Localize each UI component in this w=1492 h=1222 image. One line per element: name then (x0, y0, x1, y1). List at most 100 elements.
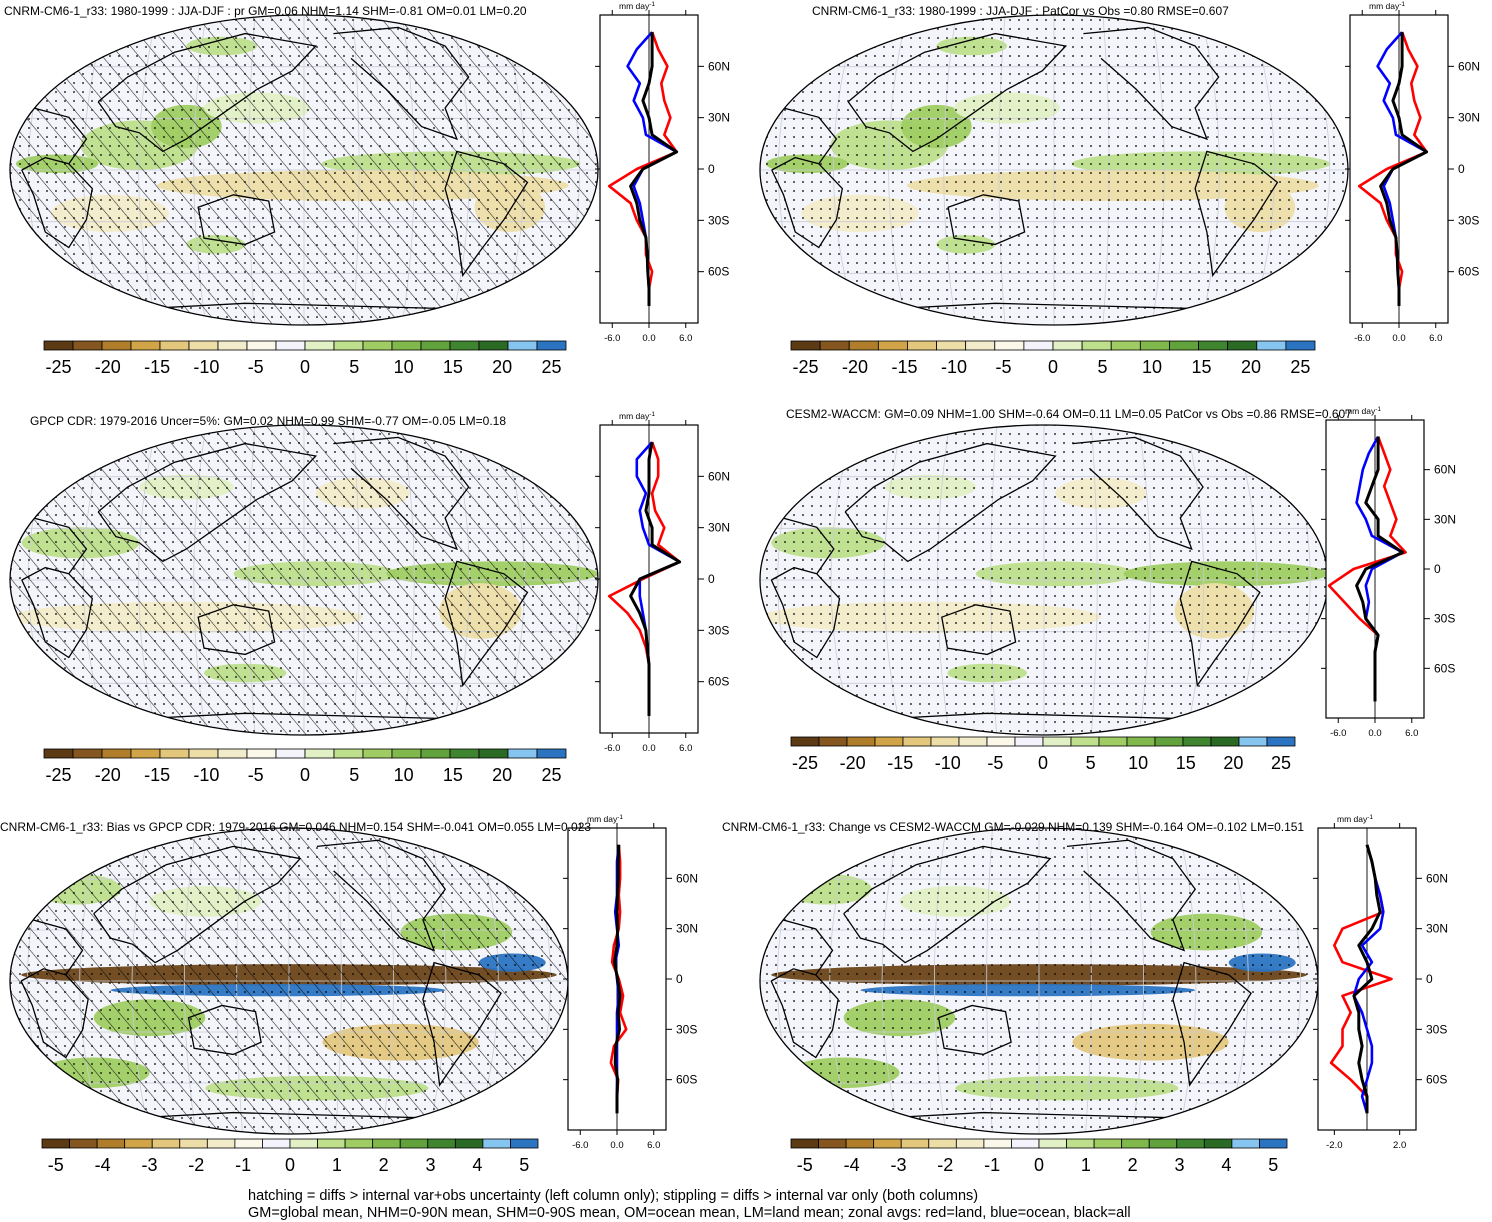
lat-tick-label: 60S (676, 1073, 697, 1087)
colorbar-swatch (536, 748, 567, 759)
colorbar-tick-label: 15 (443, 357, 463, 377)
map-field-4 (760, 425, 1328, 735)
colorbar-swatch (262, 1138, 291, 1149)
colorbar-swatch (101, 748, 132, 759)
panel-2: -6.0 0.0 6.0 60N 30N 0 30S 60S mm day-1 -25 -20 -15… (759, 1, 1480, 377)
colorbar-tick-label: -15 (887, 753, 913, 773)
colorbar-tick-label: 2 (379, 1155, 389, 1175)
colorbar-swatch (246, 340, 277, 351)
map-border (9, 424, 599, 736)
colorbar-tick-label: -20 (95, 765, 121, 785)
lat-tick-label: 60N (1434, 463, 1456, 477)
zonal-xtick-label: 6.0 (1429, 333, 1442, 344)
colorbar-swatch (449, 748, 480, 759)
colorbar-swatch (234, 1138, 263, 1149)
zonal-units-label: mm day-1 (619, 1, 655, 11)
zonal-series-line-all (629, 441, 682, 716)
colorbar-swatch (819, 340, 850, 351)
colorbar-swatch (217, 340, 248, 351)
colorbar-tick-label: 20 (492, 765, 512, 785)
colorbar-tick-label: -5 (987, 753, 1003, 773)
lat-tick-label: 30N (676, 922, 698, 936)
colorbar-swatch (43, 748, 74, 759)
colorbar-swatch (427, 1138, 456, 1149)
zonal-series-line-all (1352, 844, 1382, 1114)
colorbar-tick-label: 0 (1048, 357, 1058, 377)
zonal-series-line-all (613, 844, 622, 1114)
colorbar-tick-label: -5 (248, 357, 264, 377)
colorbar-swatch (478, 748, 509, 759)
colorbar-tick-label: -2 (937, 1155, 953, 1175)
colorbar-tick-label: 1 (332, 1155, 342, 1175)
colorbar-swatch (1042, 736, 1072, 747)
colorbar-tick-label: 25 (1290, 357, 1310, 377)
zonal-units-label: mm day-1 (587, 814, 623, 824)
colorbar-swatch (1023, 340, 1054, 351)
zonal-xtick-label: -6.0 (604, 743, 620, 754)
colorbar-tick-label: -4 (95, 1155, 111, 1175)
colorbar-swatch (1093, 1138, 1123, 1149)
colorbar-swatch (1227, 340, 1258, 351)
colorbar-2: -25 -20 -15 -10 -5 0 5 10 15 20 25 (790, 340, 1316, 377)
colorbar-tick-label: -25 (793, 357, 819, 377)
colorbar-swatch (43, 340, 74, 351)
colorbar-swatch (1052, 340, 1083, 351)
colorbar-swatch (848, 340, 879, 351)
lat-tick-label: 60N (676, 871, 698, 885)
colorbar-tick-label: -25 (792, 753, 818, 773)
colorbar-swatch (344, 1138, 374, 1149)
colorbar-swatch (1110, 340, 1141, 351)
colorbar-swatch (1148, 1138, 1178, 1149)
colorbar-swatch (1176, 1138, 1205, 1149)
zonal-series-line-ocean (1352, 844, 1385, 1114)
colorbar-swatch (391, 340, 422, 351)
colorbar-swatch (1210, 736, 1240, 747)
colorbar-tick-label: -3 (141, 1155, 157, 1175)
map-field-2 (760, 15, 1348, 325)
colorbar-tick-label: 15 (1191, 357, 1211, 377)
colorbar-swatch (994, 340, 1025, 351)
colorbar-swatch (958, 736, 988, 747)
colorbar-tick-label: 4 (1221, 1155, 1231, 1175)
colorbar-swatch (955, 1138, 985, 1149)
colorbar-swatch (1081, 340, 1112, 351)
zonal-xtick-label: 6.0 (647, 1140, 660, 1151)
colorbar-tick-label: 0 (285, 1155, 295, 1175)
zonal-xtick-label: -2.0 (1326, 1140, 1342, 1151)
colorbar-tick-label: 2 (1128, 1155, 1138, 1175)
colorbar-swatch (1098, 736, 1128, 747)
colorbar-swatch (965, 340, 996, 351)
map-border (759, 14, 1349, 326)
colorbar-swatch (482, 1138, 511, 1149)
colorbar-tick-label: 10 (1142, 357, 1162, 377)
colorbar-swatch (362, 748, 393, 759)
colorbar-tick-label: 10 (394, 357, 414, 377)
zonal-xtick-label: 0.0 (610, 1140, 623, 1151)
colorbar-tick-label: 0 (300, 357, 310, 377)
colorbar-swatch (362, 340, 393, 351)
colorbar-swatch (846, 736, 876, 747)
colorbar-swatch (159, 748, 190, 759)
lat-tick-label: 60S (1426, 1073, 1447, 1087)
lat-tick-label: 0 (676, 972, 683, 986)
colorbar-swatch (1259, 1138, 1288, 1149)
panel-6: -2.0 2.0 60N 30N 0 30S 60S mm day-1 -5 -4 -3 -2 -1 0 1… (722, 814, 1448, 1175)
colorbar-swatch (206, 1138, 236, 1149)
colorbar-swatch (507, 340, 538, 351)
lat-tick-label: 60S (708, 675, 729, 689)
colorbar-swatch (72, 748, 103, 759)
colorbar-swatch (1139, 340, 1170, 351)
colorbar-swatch (1285, 340, 1316, 351)
colorbar-swatch (179, 1138, 208, 1149)
colorbar-1: -25 -20 -15 -10 -5 0 5 10 15 20 25 (43, 340, 567, 377)
colorbar-3: -25 -20 -15 -10 -5 0 5 10 15 20 25 (43, 748, 567, 785)
lat-tick-label: 30S (676, 1022, 697, 1036)
colorbar-swatch (188, 748, 219, 759)
colorbar-tick-label: -20 (95, 357, 121, 377)
zonal-xtick-label: 0.0 (642, 743, 655, 754)
colorbar-swatch (275, 340, 306, 351)
colorbar-swatch (96, 1138, 126, 1149)
lat-tick-label: 30S (1458, 213, 1479, 227)
colorbar-tick-label: -25 (45, 765, 71, 785)
